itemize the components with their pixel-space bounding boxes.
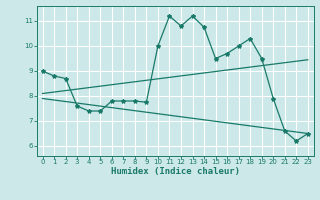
X-axis label: Humidex (Indice chaleur): Humidex (Indice chaleur) [111,167,240,176]
